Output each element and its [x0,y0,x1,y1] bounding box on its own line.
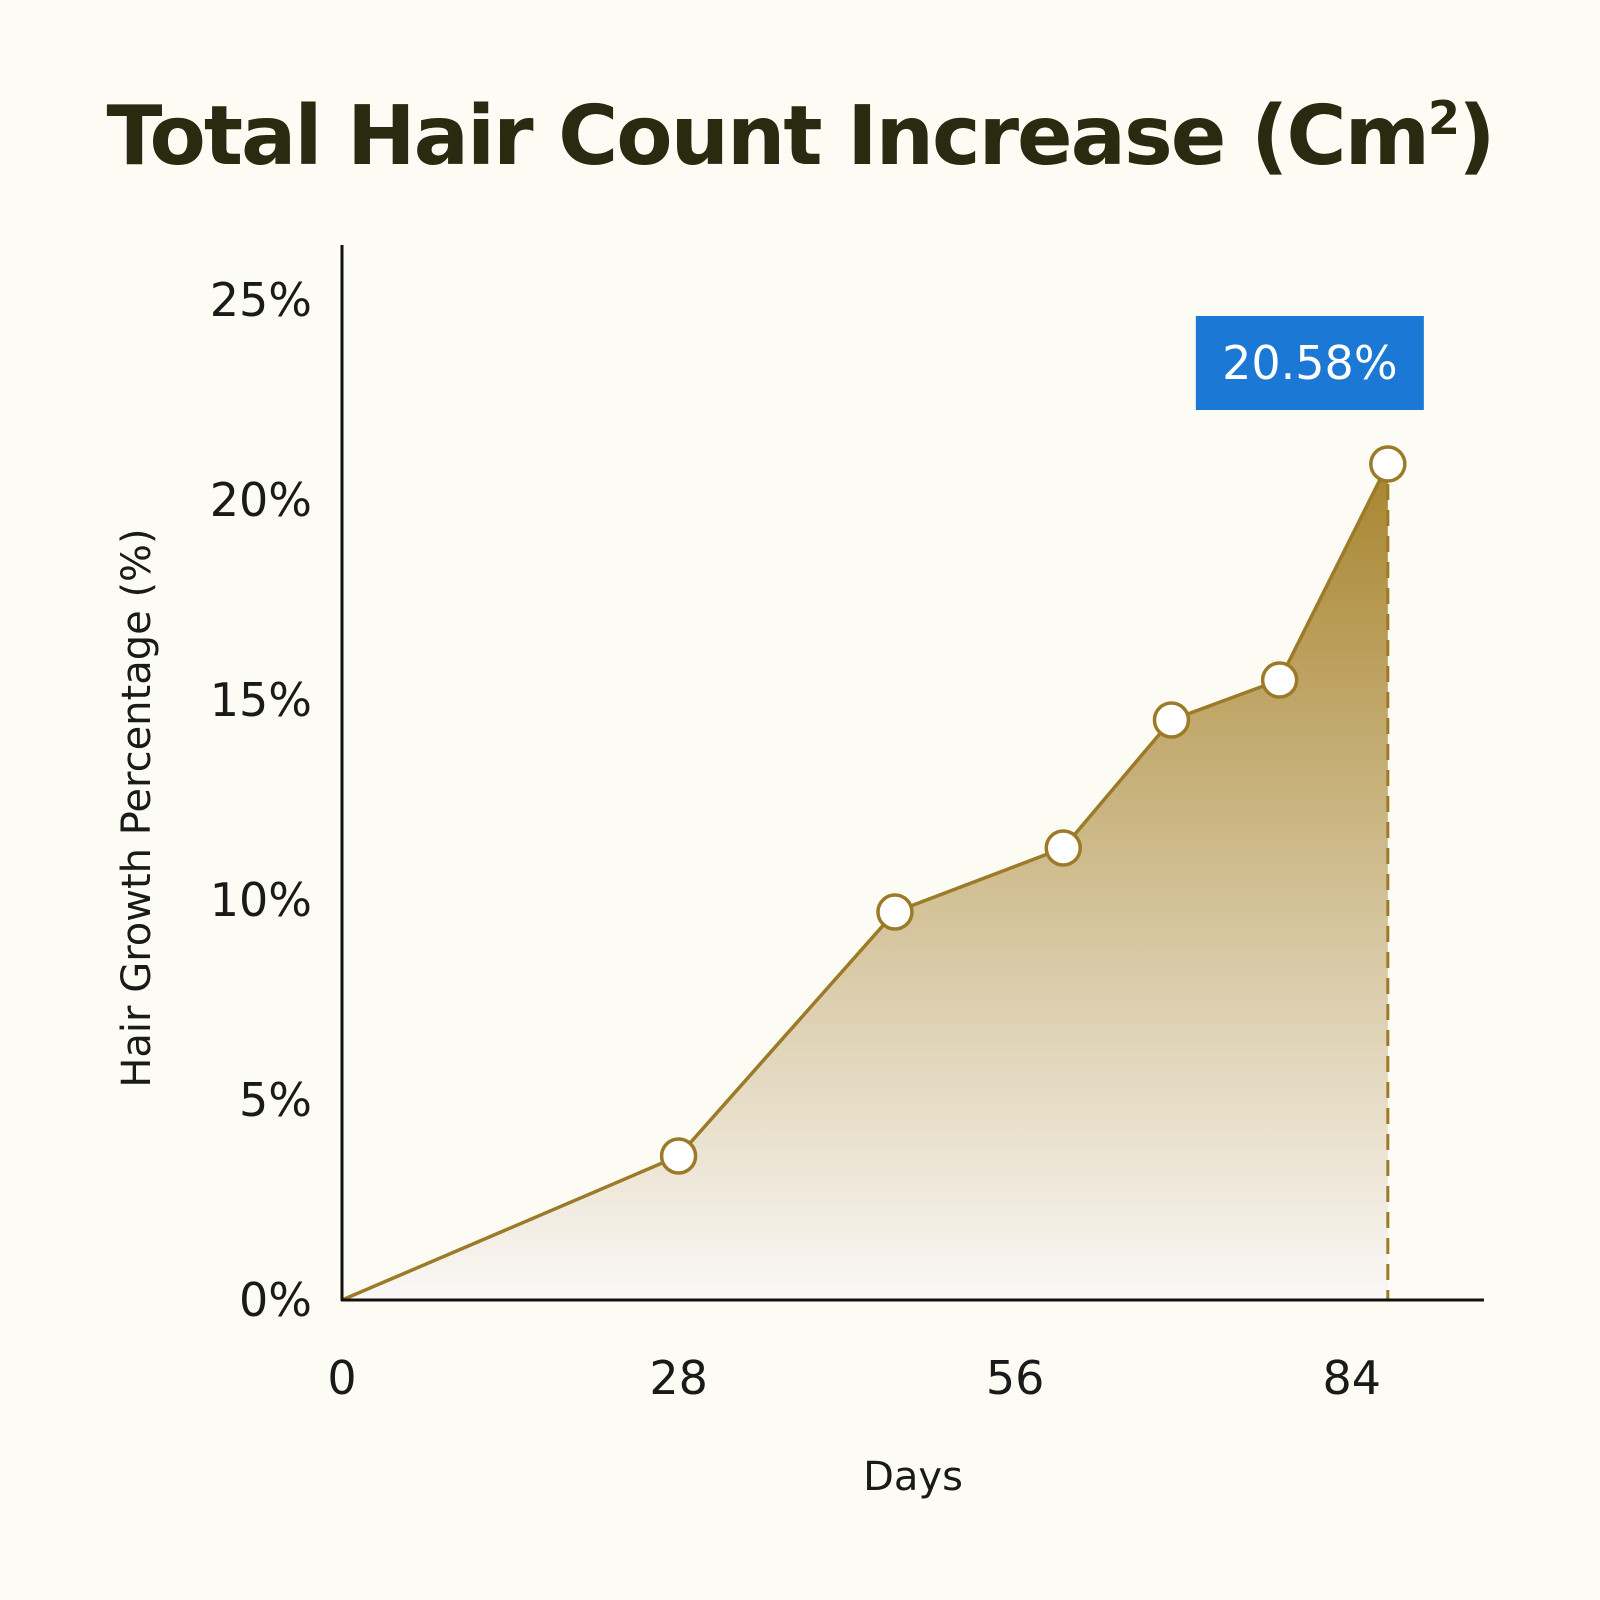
x-tick-label: 84 [1322,1351,1381,1405]
data-point [1152,701,1191,739]
data-point [1260,661,1299,699]
y-axis-title: Hair Growth Percentage (%) [114,528,160,1087]
callout-layer: 20.58% [1195,316,1424,410]
y-tick-label: 20% [210,473,312,527]
chart-title: Total Hair Count Increase (Cm2) [0,89,1600,184]
y-tick-label: 5% [239,1073,312,1127]
chart-title-text: Total Hair Count Increase (Cm [106,89,1430,184]
x-tick-label: 0 [327,1351,356,1405]
y-tick-label: 25% [210,273,312,327]
data-point [1369,445,1407,483]
data-point [659,1137,698,1175]
data-point [876,893,914,931]
x-tick-label: 28 [649,1351,708,1405]
callout-box [1195,316,1424,410]
y-tick-label: 15% [210,673,312,727]
callout-label: 20.58% [1222,336,1397,390]
area-fill [342,464,1388,1300]
x-tick-label: 56 [986,1351,1045,1405]
chart-title-superscript: 2 [1428,91,1460,145]
y-tick-label: 0% [239,1273,312,1327]
chart-title-close: ) [1458,89,1496,184]
data-point [1044,829,1083,867]
axes-layer [340,245,1484,1302]
y-tick-label: 10% [210,873,312,927]
ticks-layer: 0% 5% 10% 15% 20% 25% 0 28 56 84 Days Hair Growth P… [114,273,1381,1500]
markers-layer [659,445,1407,1175]
area-layer [341,463,1390,1302]
x-axis-title: Days [863,1454,963,1500]
